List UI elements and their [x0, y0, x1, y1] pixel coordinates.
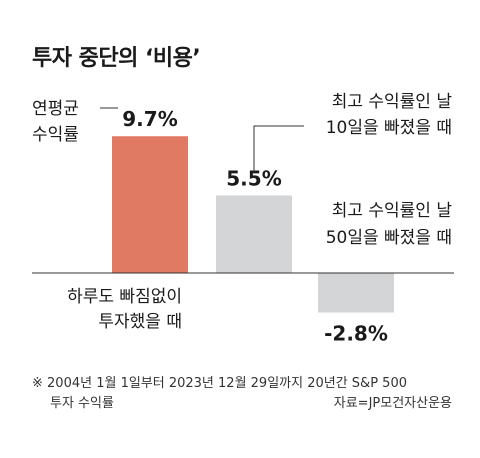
missed-10-days-leader-line [253, 125, 304, 172]
bar-full-investment [112, 136, 188, 273]
category-label-missed-50-days-line1: 최고 수익률인 날 [332, 201, 453, 221]
category-label-missed-10-days-line1: 최고 수익률인 날 [332, 92, 453, 112]
footnote-line1: ※ 2004년 1월 1일부터 2023년 12월 29일까지 20년간 S&P… [32, 376, 407, 391]
ylabel-line1: 연평균 [32, 99, 79, 119]
bar-missed-10-days [216, 195, 292, 273]
value-label-missed-50-days: -2.8% [324, 321, 388, 345]
category-label-missed-10-days-line2: 10일을 빠졌을 때 [326, 118, 452, 138]
category-label-full-investment-line2: 투자했을 때 [98, 312, 182, 332]
source-credit: 자료=JP모건자산운용 [333, 396, 452, 411]
footnote-line2: 투자 수익률 [50, 396, 114, 411]
value-label-full-investment: 9.7% [122, 107, 177, 131]
chart-title: 투자 중단의 ‘비용’ [32, 46, 201, 71]
ylabel-line2: 수익률 [32, 125, 79, 145]
category-label-full-investment-line1: 하루도 빠짐없이 [67, 287, 182, 307]
category-label-missed-50-days-line2: 50일을 빠졌을 때 [326, 228, 452, 248]
bar-missed-50-days [318, 273, 394, 313]
